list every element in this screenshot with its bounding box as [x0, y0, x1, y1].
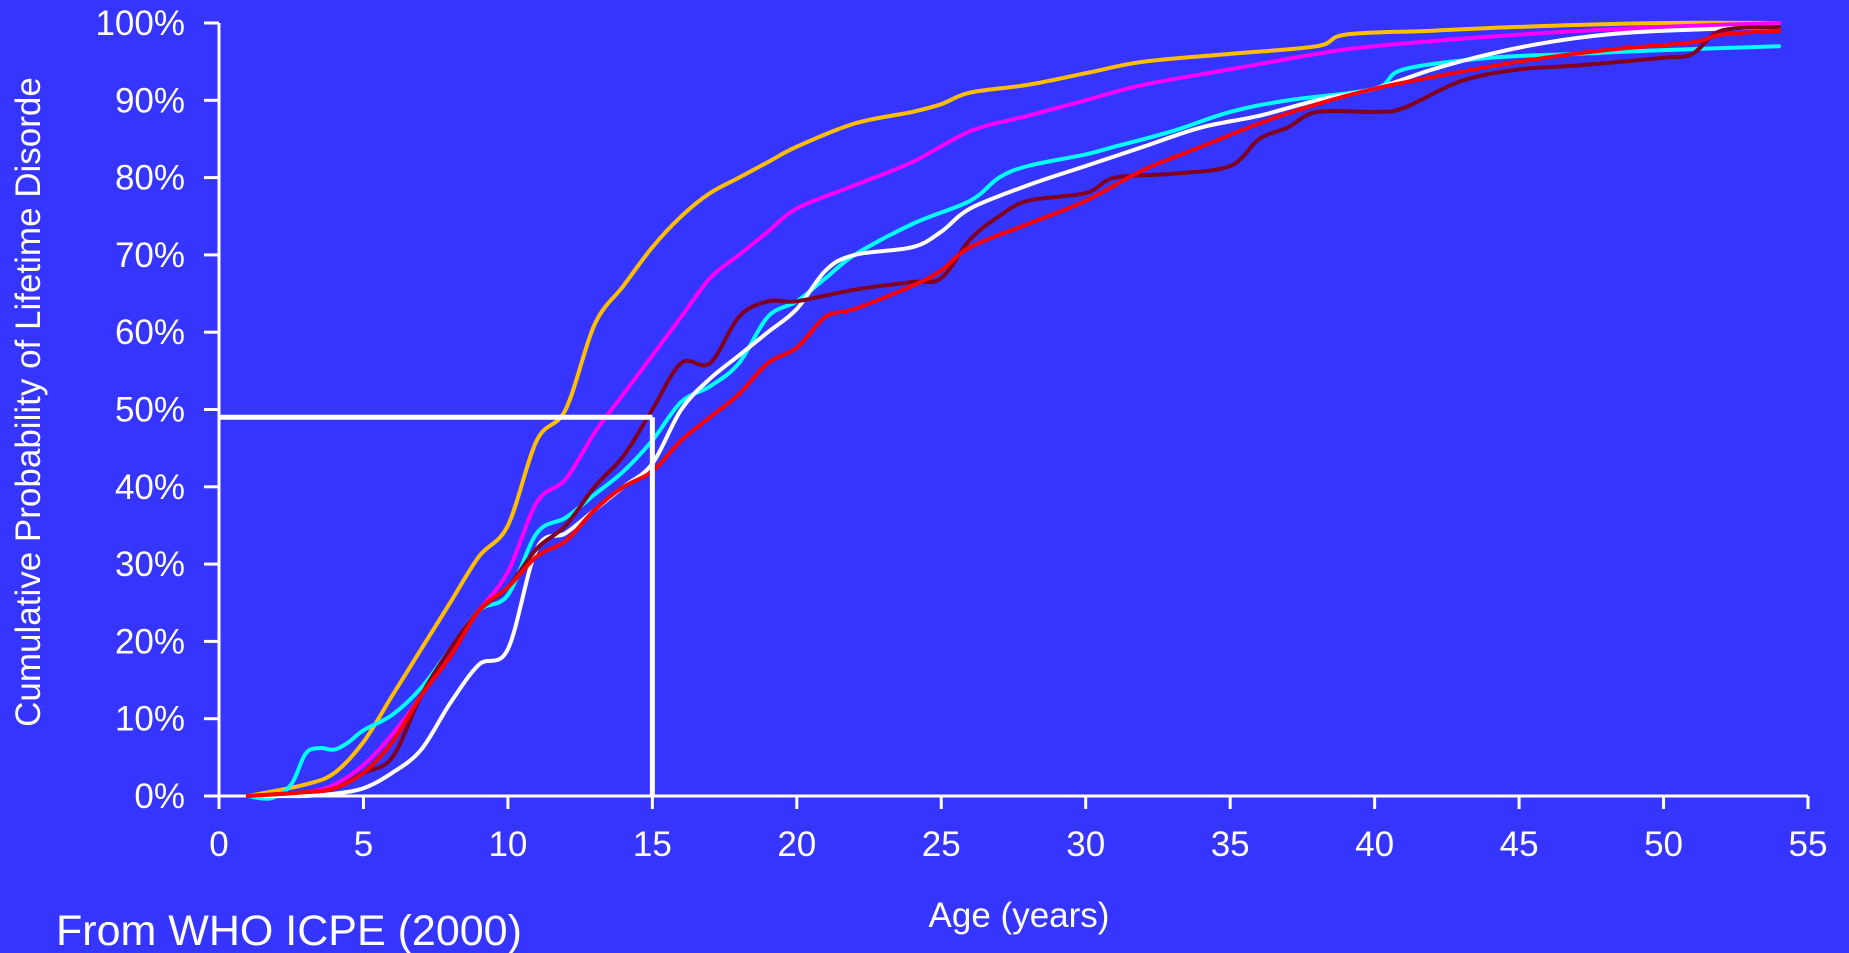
series-line-6	[245, 28, 1782, 798]
y-tick-label: 70%	[115, 236, 185, 275]
y-tick-label: 10%	[115, 700, 185, 739]
y-tick-label: 20%	[115, 622, 185, 661]
x-axis-title: Age (years)	[929, 896, 1110, 935]
x-tick-label: 5	[354, 825, 373, 864]
y-tick-label: 50%	[115, 391, 185, 430]
source-note: From WHO ICPE (2000)	[56, 907, 522, 953]
y-tick-label: 30%	[115, 545, 185, 584]
x-tick-label: 20	[777, 825, 816, 864]
series-line-2	[245, 21, 1782, 798]
tick-labels: 0% 10% 20% 30% 40% 50% 60% 70% 80% 90% 100% 0 5 10 15 2…	[95, 4, 1827, 864]
x-tick-label: 30	[1066, 825, 1105, 864]
y-axis-title: Cumulative Probability of Lifetime Disor…	[9, 77, 48, 727]
series-line-3	[245, 44, 1782, 801]
x-tick-label: 0	[209, 825, 228, 864]
y-tick-label: 60%	[115, 313, 185, 352]
y-tick-label: 80%	[115, 159, 185, 198]
x-tick-label: 40	[1355, 825, 1394, 864]
series-lines	[245, 20, 1782, 801]
y-tick-label: 0%	[134, 777, 185, 816]
reference-lines	[219, 414, 655, 796]
series-line-1	[245, 20, 1782, 798]
series-line-4	[245, 24, 1782, 799]
x-tick-label: 45	[1500, 825, 1539, 864]
y-tick-label: 100%	[95, 4, 185, 43]
x-tick-label: 25	[922, 825, 961, 864]
series-line-5	[245, 24, 1782, 798]
x-tick-label: 55	[1789, 825, 1828, 864]
x-tick-label: 50	[1644, 825, 1683, 864]
x-tick-label: 35	[1211, 825, 1250, 864]
x-tick-label: 10	[488, 825, 527, 864]
y-tick-label: 90%	[115, 81, 185, 120]
axes	[204, 21, 1810, 809]
y-tick-label: 40%	[115, 468, 185, 507]
x-tick-label: 15	[633, 825, 672, 864]
